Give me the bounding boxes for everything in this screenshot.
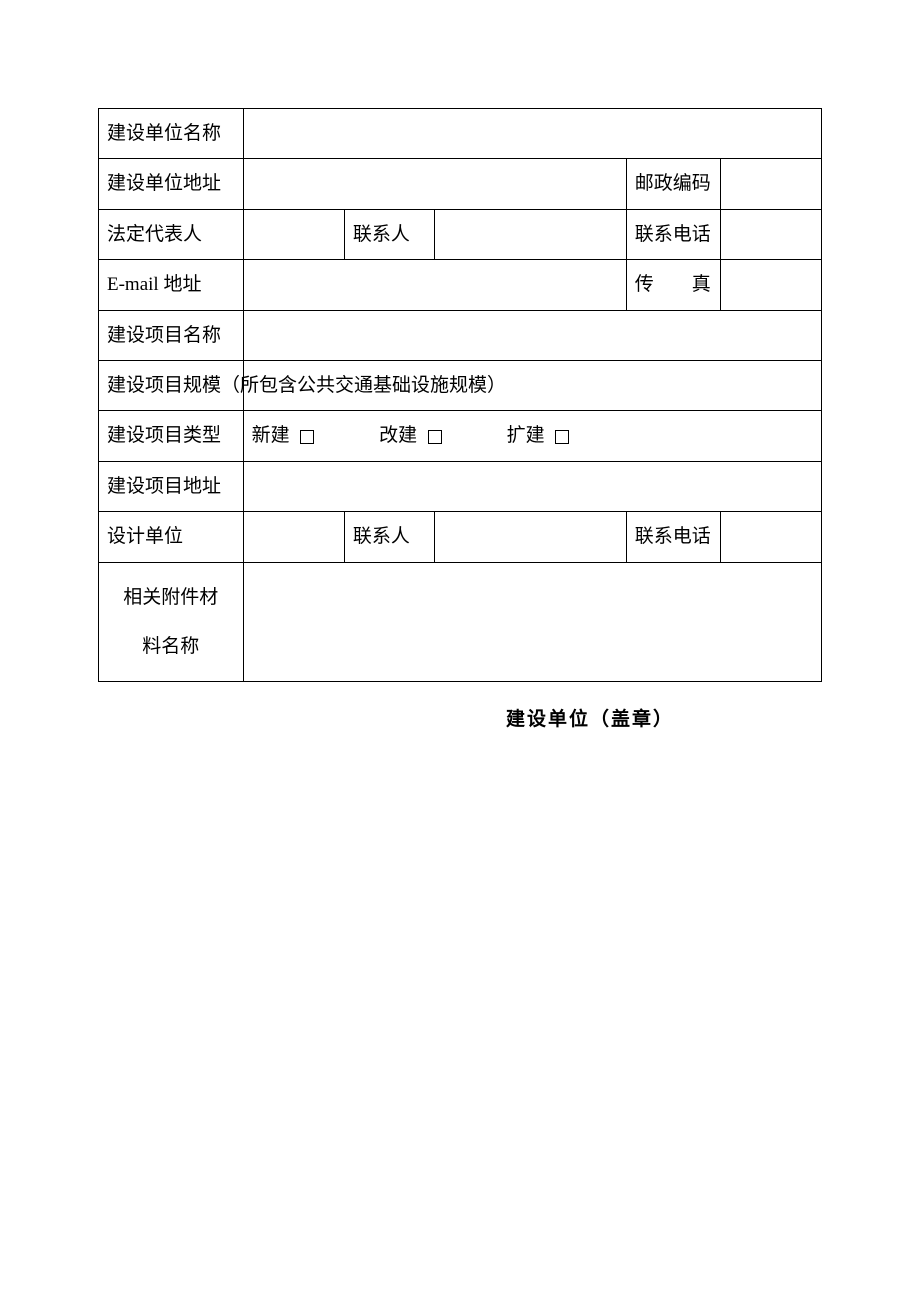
value-unit-name[interactable]	[243, 109, 821, 159]
label-unit-name: 建设单位名称	[99, 109, 244, 159]
value-contact-person-2[interactable]	[435, 512, 627, 562]
row-email: E-mail 地址 传 真	[99, 260, 822, 310]
option-rebuild[interactable]: 改建	[379, 425, 447, 446]
row-project-name: 建设项目名称	[99, 310, 822, 360]
row-attachments: 相关附件材 料名称	[99, 562, 822, 682]
option-new-build-text: 新建	[252, 425, 290, 446]
value-project-address[interactable]	[243, 461, 821, 511]
row-project-address: 建设项目地址	[99, 461, 822, 511]
value-contact-phone-1[interactable]	[720, 209, 821, 259]
label-contact-person-1: 联系人	[344, 209, 434, 259]
label-postal-code: 邮政编码	[626, 159, 720, 209]
option-expand-text: 扩建	[507, 425, 545, 446]
label-attachments-line1: 相关附件材	[123, 587, 218, 608]
application-form-table: 建设单位名称 建设单位地址 邮政编码 法定代表人 联系人 联系电话 E-mail…	[98, 108, 822, 682]
label-contact-person-2: 联系人	[344, 512, 434, 562]
label-project-name: 建设项目名称	[99, 310, 244, 360]
row-legal-rep: 法定代表人 联系人 联系电话	[99, 209, 822, 259]
value-postal-code[interactable]	[720, 159, 821, 209]
label-project-address: 建设项目地址	[99, 461, 244, 511]
row-project-type: 建设项目类型 新建 改建 扩建	[99, 411, 822, 461]
label-design-unit: 设计单位	[99, 512, 244, 562]
checkbox-icon[interactable]	[428, 430, 442, 444]
label-project-scale: 建设项目规模（所包含公共交通基础设施规模）	[99, 360, 244, 410]
value-legal-rep[interactable]	[243, 209, 344, 259]
row-unit-address: 建设单位地址 邮政编码	[99, 159, 822, 209]
label-contact-phone-2: 联系电话	[626, 512, 720, 562]
value-design-unit[interactable]	[243, 512, 344, 562]
value-contact-person-1[interactable]	[435, 209, 627, 259]
form-page: 建设单位名称 建设单位地址 邮政编码 法定代表人 联系人 联系电话 E-mail…	[0, 0, 920, 731]
value-attachments[interactable]	[243, 562, 821, 682]
option-rebuild-text: 改建	[379, 425, 417, 446]
checkbox-icon[interactable]	[300, 430, 314, 444]
label-project-type: 建设项目类型	[99, 411, 244, 461]
option-new-build[interactable]: 新建	[252, 425, 320, 446]
value-unit-address[interactable]	[243, 159, 626, 209]
label-legal-rep: 法定代表人	[99, 209, 244, 259]
value-fax[interactable]	[720, 260, 821, 310]
value-email[interactable]	[243, 260, 626, 310]
label-attachments: 相关附件材 料名称	[99, 562, 244, 682]
checkbox-icon[interactable]	[555, 430, 569, 444]
value-project-type: 新建 改建 扩建	[243, 411, 821, 461]
label-contact-phone-1: 联系电话	[626, 209, 720, 259]
row-project-scale: 建设项目规模（所包含公共交通基础设施规模）	[99, 360, 822, 410]
label-fax: 传 真	[626, 260, 720, 310]
label-email: E-mail 地址	[99, 260, 244, 310]
label-attachments-line2: 料名称	[142, 636, 199, 657]
row-unit-name: 建设单位名称	[99, 109, 822, 159]
seal-text: 建设单位（盖章）	[358, 704, 822, 731]
option-expand[interactable]: 扩建	[507, 425, 570, 446]
row-design-unit: 设计单位 联系人 联系电话	[99, 512, 822, 562]
value-project-name[interactable]	[243, 310, 821, 360]
label-unit-address: 建设单位地址	[99, 159, 244, 209]
value-contact-phone-2[interactable]	[720, 512, 821, 562]
